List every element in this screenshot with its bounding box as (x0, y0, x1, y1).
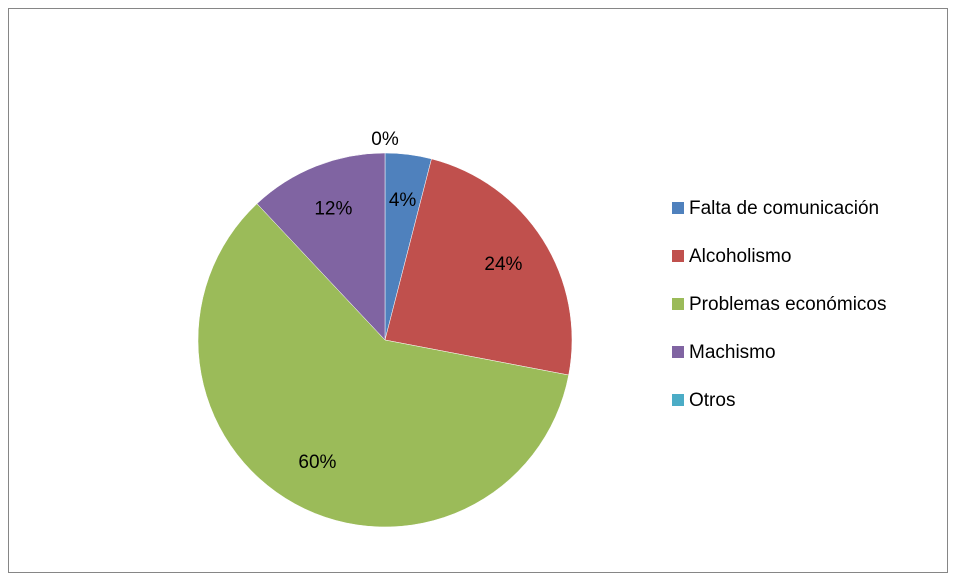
pie-slice (256, 152, 386, 341)
legend-swatch (672, 250, 684, 262)
legend-label: Problemas económicos (689, 294, 886, 315)
legend-swatch (672, 202, 684, 214)
data-label: 60% (298, 452, 336, 473)
pie-slice (197, 203, 569, 528)
data-label: 0% (371, 129, 399, 150)
data-label: 24% (484, 254, 522, 275)
pie-slice (384, 158, 573, 376)
legend-label: Machismo (689, 342, 776, 363)
legend-label: Otros (689, 390, 735, 411)
legend-swatch (672, 298, 684, 310)
data-label: 4% (389, 190, 417, 211)
data-label: 12% (314, 199, 352, 220)
legend-swatch (672, 394, 684, 406)
legend-swatch (672, 346, 684, 358)
legend-label: Alcoholismo (689, 246, 791, 267)
legend-label: Falta de comunicación (689, 198, 879, 219)
